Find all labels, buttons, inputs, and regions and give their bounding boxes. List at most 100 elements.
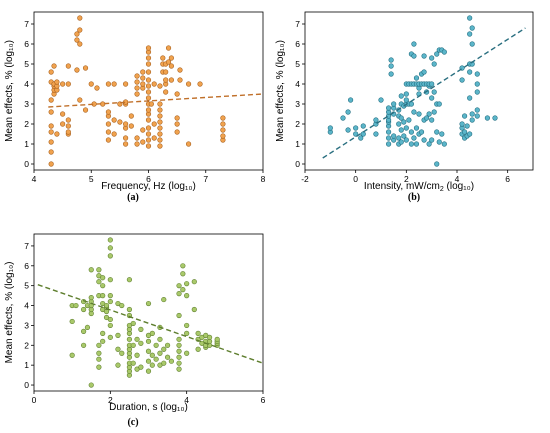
data-point [115, 346, 121, 352]
data-point [134, 141, 140, 147]
data-point [184, 350, 190, 356]
y-tick-label: 3 [24, 320, 29, 330]
data-point [145, 55, 152, 61]
data-point [176, 342, 182, 348]
data-point [177, 77, 183, 83]
data-point [134, 73, 140, 79]
data-point [122, 81, 129, 87]
data-point [122, 141, 129, 147]
data-point [54, 131, 60, 137]
data-point [88, 382, 94, 388]
data-point [140, 69, 146, 75]
data-point [82, 107, 89, 113]
data-point [484, 115, 491, 121]
data-point [408, 129, 415, 135]
data-point [96, 279, 102, 285]
data-point [77, 97, 83, 103]
data-point [145, 358, 152, 364]
panel-label: (a) [127, 192, 139, 203]
data-point [96, 364, 102, 370]
x-axis-label-tail: (log₁₀) [444, 181, 474, 192]
data-point [164, 354, 171, 360]
x-axis-label-sub: 2 [440, 186, 444, 193]
data-point [408, 101, 415, 107]
data-point [353, 125, 359, 131]
data-point [48, 139, 54, 145]
data-point [429, 95, 435, 101]
data-point [117, 119, 123, 125]
x-axis-label: Duration, s (log₁₀) [109, 402, 188, 413]
data-point [185, 81, 192, 87]
data-point [157, 350, 163, 356]
data-point [163, 77, 169, 83]
data-point [122, 135, 129, 141]
data-point [96, 267, 102, 273]
data-point [74, 67, 80, 73]
data-point [107, 334, 113, 340]
x-tick-label: 2 [404, 174, 409, 184]
y-tick-label: 6 [24, 39, 29, 49]
data-point [431, 89, 437, 95]
y-tick-label: 5 [24, 281, 29, 291]
data-point [115, 362, 121, 368]
data-point [160, 55, 166, 61]
panel-label: (c) [127, 417, 138, 428]
y-tick-label: 1 [24, 139, 29, 149]
data-point [168, 358, 174, 364]
data-point [145, 137, 152, 143]
data-point [163, 89, 169, 95]
data-point [191, 279, 197, 285]
data-point [467, 69, 473, 75]
data-point [434, 161, 440, 167]
data-point [48, 149, 54, 155]
plot-frame [33, 233, 264, 392]
data-point [60, 81, 66, 87]
data-point [413, 141, 420, 147]
data-point [467, 95, 473, 101]
data-point [411, 41, 417, 47]
data-point [65, 81, 71, 87]
data-point [391, 133, 397, 139]
data-point [119, 350, 125, 356]
data-point [157, 336, 163, 342]
data-point [206, 334, 213, 340]
data-point [436, 101, 442, 107]
data-point [474, 113, 480, 119]
y-tick-label: 3 [295, 99, 300, 109]
data-point [81, 342, 87, 348]
data-point [77, 27, 83, 33]
data-point [48, 129, 54, 135]
data-point [128, 123, 134, 129]
data-point [88, 267, 94, 273]
data-point [149, 330, 155, 336]
data-point [161, 360, 167, 366]
data-point [134, 336, 140, 342]
data-point [138, 326, 144, 332]
data-point [467, 131, 473, 137]
data-point [130, 320, 136, 327]
data-point [469, 111, 475, 117]
data-point [180, 271, 186, 277]
data-point [145, 61, 152, 67]
data-point [161, 346, 167, 352]
data-point [138, 364, 144, 370]
data-point [168, 77, 174, 83]
data-point [184, 281, 190, 287]
plot-frame [304, 11, 534, 171]
x-axis-label: Frequency, Hz (log₁₀) [101, 181, 196, 192]
data-point [416, 111, 422, 117]
data-point [165, 59, 172, 65]
data-point [165, 45, 172, 51]
data-point [177, 67, 183, 73]
data-point [105, 81, 112, 87]
data-point [145, 107, 152, 113]
data-point [157, 83, 163, 89]
data-point [153, 342, 159, 348]
data-point [88, 294, 94, 301]
data-point [441, 141, 447, 147]
data-point [73, 302, 79, 309]
data-point [100, 330, 106, 336]
data-point [107, 277, 113, 283]
data-point [145, 131, 152, 137]
x-axis-label-main: Intensity, mW/cm [364, 181, 440, 192]
